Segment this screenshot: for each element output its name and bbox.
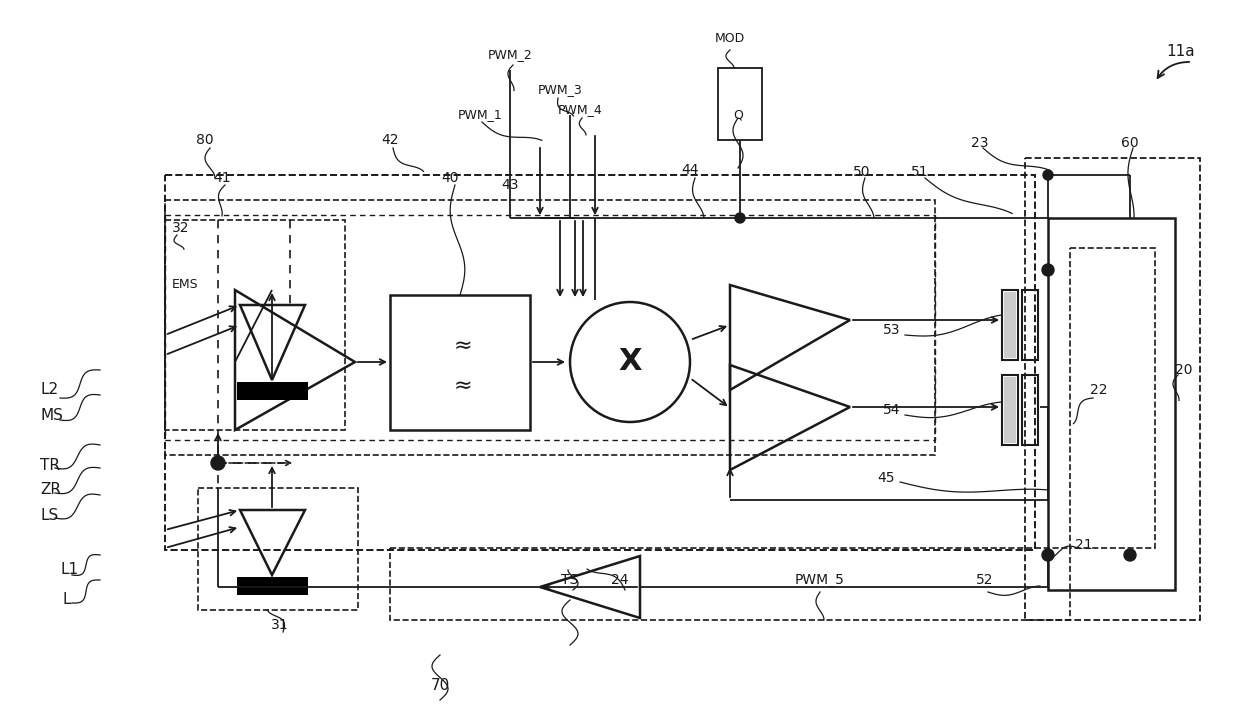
Text: TS: TS xyxy=(562,573,579,587)
Text: 70: 70 xyxy=(430,677,450,693)
Text: 51: 51 xyxy=(911,165,929,179)
Text: 44: 44 xyxy=(681,163,699,177)
Text: PWM_2: PWM_2 xyxy=(487,49,532,62)
Text: 42: 42 xyxy=(381,133,399,147)
Polygon shape xyxy=(237,577,308,595)
Text: ZR: ZR xyxy=(40,483,61,497)
Text: 31: 31 xyxy=(272,618,289,632)
Text: MOD: MOD xyxy=(715,31,745,44)
Text: 24: 24 xyxy=(611,573,629,587)
Polygon shape xyxy=(237,382,308,400)
Text: PWM_1: PWM_1 xyxy=(458,108,502,121)
Text: PWM_3: PWM_3 xyxy=(538,83,583,97)
Text: 45: 45 xyxy=(878,471,895,485)
Text: X: X xyxy=(619,348,642,377)
Circle shape xyxy=(1042,264,1054,276)
Text: 21: 21 xyxy=(1075,538,1092,552)
Text: 80: 80 xyxy=(196,133,213,147)
Text: Q: Q xyxy=(733,108,743,121)
Text: 60: 60 xyxy=(1121,136,1138,150)
Text: 22: 22 xyxy=(1090,383,1107,397)
Circle shape xyxy=(211,456,224,470)
Text: LS: LS xyxy=(40,507,58,523)
Text: TR: TR xyxy=(40,457,60,473)
Text: 54: 54 xyxy=(883,403,900,417)
Text: L1: L1 xyxy=(60,563,78,577)
Text: PWM_5: PWM_5 xyxy=(795,573,844,587)
Text: L2: L2 xyxy=(40,383,58,398)
Text: 52: 52 xyxy=(976,573,993,587)
Text: 41: 41 xyxy=(213,171,231,185)
Circle shape xyxy=(1043,170,1053,180)
Text: 53: 53 xyxy=(883,323,900,337)
Text: 20: 20 xyxy=(1176,363,1193,377)
Text: $\approx$: $\approx$ xyxy=(449,375,471,395)
Text: 32: 32 xyxy=(172,221,190,235)
Text: PWM_4: PWM_4 xyxy=(558,104,603,116)
Text: 23: 23 xyxy=(971,136,988,150)
Polygon shape xyxy=(1004,292,1016,358)
Text: L: L xyxy=(63,592,72,608)
Text: EMS: EMS xyxy=(172,279,198,292)
Circle shape xyxy=(1042,549,1054,561)
Text: 11a: 11a xyxy=(1167,44,1195,60)
Circle shape xyxy=(735,213,745,223)
Text: 43: 43 xyxy=(501,178,518,192)
Text: $\approx$: $\approx$ xyxy=(449,335,471,355)
Text: MS: MS xyxy=(40,407,63,423)
Text: 50: 50 xyxy=(853,165,870,179)
Polygon shape xyxy=(1004,377,1016,443)
Text: 40: 40 xyxy=(441,171,459,185)
Circle shape xyxy=(1123,549,1136,561)
